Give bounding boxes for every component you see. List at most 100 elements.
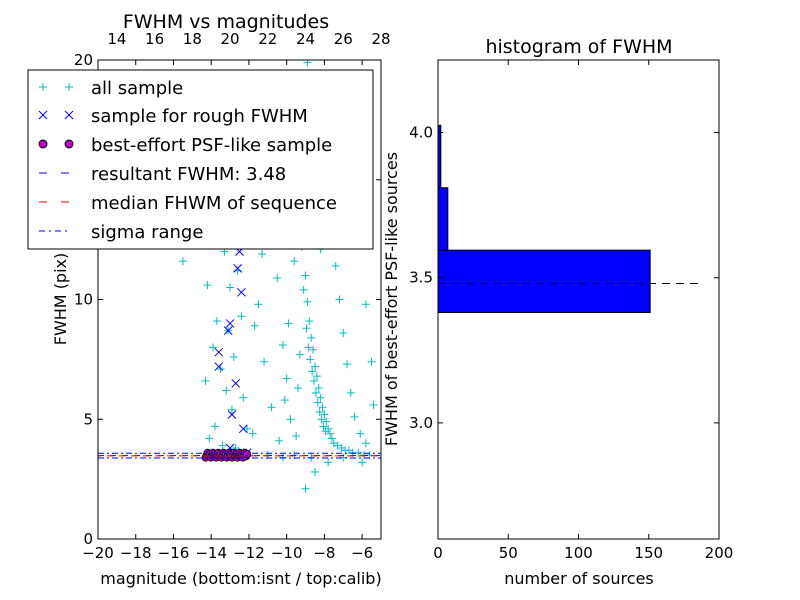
all-sample-point bbox=[309, 345, 318, 354]
left-y-tick-label: 20 bbox=[74, 51, 93, 69]
rough-sample-point bbox=[225, 319, 235, 328]
left-x-tick-label: −20 bbox=[82, 544, 114, 562]
left-x-tick-label: −8 bbox=[313, 544, 335, 562]
all-sample-point bbox=[350, 412, 359, 421]
all-sample-point bbox=[318, 403, 327, 412]
all-sample-point bbox=[292, 432, 301, 441]
all-sample-point bbox=[335, 295, 344, 304]
left-scatter-panel: FWHM vs magnitudes −20 −18 −16 −14 −12 −10 −8−… bbox=[51, 11, 391, 588]
right-axis-ticks: 0 50 100 150 200 3.0 3.5 4.0 bbox=[409, 60, 733, 562]
all-sample-point bbox=[303, 297, 312, 306]
right-histogram-panel: histogram of FWHM 0 50 100 150 2003.03.54.0 … bbox=[382, 36, 733, 588]
left-x-tick-label: −14 bbox=[195, 544, 227, 562]
all-sample-point bbox=[310, 376, 319, 385]
all-sample-point bbox=[273, 273, 282, 282]
all-sample-point bbox=[339, 329, 348, 338]
right-chart-title: histogram of FWHM bbox=[485, 36, 672, 58]
all-sample-point bbox=[212, 317, 221, 326]
legend-entry-resultant-fwhm: resultant FWHM: 3.48 bbox=[39, 164, 286, 185]
right-x-tick-label: 0 bbox=[433, 544, 443, 562]
all-sample-point bbox=[313, 398, 322, 407]
left-y-axis-label: FWHM (pix) bbox=[51, 253, 70, 346]
all-sample-point bbox=[250, 321, 259, 330]
rough-sample-point bbox=[237, 287, 246, 297]
histogram-bar bbox=[438, 124, 442, 189]
all-sample-point bbox=[327, 434, 336, 443]
left-x-tick-label: −6 bbox=[351, 544, 373, 562]
legend-marker-plus-icon bbox=[39, 83, 73, 91]
all-sample-point bbox=[314, 384, 323, 393]
legend-label-resultant-fwhm: resultant FWHM: 3.48 bbox=[91, 164, 286, 185]
all-sample-point bbox=[311, 388, 320, 397]
left-top-x-tick-label: 18 bbox=[183, 30, 202, 48]
histogram-bar bbox=[438, 187, 449, 251]
legend-entry-psf-sample: best-effort PSF-like sample bbox=[38, 135, 332, 156]
all-sample-point bbox=[305, 317, 314, 326]
all-sample-point bbox=[312, 372, 321, 381]
left-y-tick-label: 10 bbox=[74, 291, 93, 309]
legend-entry-all-sample: all sample bbox=[39, 78, 183, 99]
all-sample-point bbox=[205, 434, 214, 443]
left-top-x-tick-label: 16 bbox=[145, 30, 164, 48]
all-sample-point bbox=[316, 393, 325, 402]
all-sample-point bbox=[293, 384, 302, 393]
all-sample-point bbox=[361, 300, 370, 309]
right-plot-area bbox=[438, 124, 651, 314]
all-sample-point bbox=[367, 357, 376, 366]
all-sample-point bbox=[308, 367, 317, 376]
rough-sample-point bbox=[231, 378, 241, 388]
all-sample-point bbox=[301, 271, 310, 280]
all-sample-point bbox=[358, 458, 367, 467]
all-sample-point bbox=[201, 376, 210, 385]
right-y-axis-label: FWHM of best-effort PSF-like sources bbox=[382, 152, 401, 446]
right-x-tick-label: 100 bbox=[564, 544, 593, 562]
all-sample-point bbox=[326, 429, 335, 438]
all-sample-point bbox=[304, 343, 313, 352]
left-x-tick-label: −16 bbox=[158, 544, 190, 562]
all-sample-point bbox=[356, 429, 365, 438]
legend-entry-rough-sample: sample for rough FWHM bbox=[38, 106, 308, 127]
right-x-axis-label: number of sources bbox=[504, 569, 654, 588]
all-sample-point bbox=[361, 439, 370, 448]
all-sample-point bbox=[218, 441, 227, 450]
left-top-x-tick-label: 22 bbox=[258, 30, 277, 48]
all-sample-point bbox=[237, 312, 246, 321]
all-sample-point bbox=[239, 393, 248, 402]
rough-sample-point bbox=[214, 362, 224, 371]
all-sample-point bbox=[275, 436, 284, 445]
all-sample-point bbox=[267, 403, 276, 412]
histogram-bar bbox=[438, 249, 651, 314]
left-chart-title: FWHM vs magnitudes bbox=[123, 11, 329, 33]
all-sample-point bbox=[290, 257, 299, 266]
legend-label-sigma-range: sigma range bbox=[91, 222, 203, 243]
all-sample-point bbox=[227, 405, 236, 414]
all-sample-point bbox=[278, 341, 287, 350]
all-sample-point bbox=[282, 374, 291, 383]
right-y-tick-label: 4.0 bbox=[409, 124, 433, 142]
legend-marker-circle-icon bbox=[38, 139, 74, 149]
all-sample-point bbox=[209, 343, 218, 352]
all-sample-point bbox=[178, 257, 187, 266]
legend-label-rough-sample: sample for rough FWHM bbox=[91, 106, 308, 127]
all-sample-point bbox=[315, 408, 324, 417]
right-y-tick-label: 3.5 bbox=[409, 269, 433, 287]
left-x-tick-label: −10 bbox=[271, 544, 303, 562]
legend-label-psf-sample: best-effort PSF-like sample bbox=[91, 135, 332, 156]
left-top-x-tick-label: 20 bbox=[221, 30, 240, 48]
right-x-tick-label: 200 bbox=[705, 544, 734, 562]
all-sample-point bbox=[321, 427, 330, 436]
all-sample-point bbox=[243, 424, 252, 433]
all-sample-point bbox=[343, 360, 352, 369]
all-sample-point bbox=[317, 415, 326, 424]
all-sample-point bbox=[301, 484, 310, 493]
rough-sample-point bbox=[214, 347, 224, 357]
legend-marker-cross-icon bbox=[38, 110, 74, 120]
left-y-tick-label: 0 bbox=[83, 530, 93, 548]
left-x-tick-label: −18 bbox=[120, 544, 152, 562]
all-sample-point bbox=[260, 357, 269, 366]
rough-sample-point bbox=[223, 326, 233, 335]
all-sample-point bbox=[320, 410, 329, 419]
all-sample-point bbox=[258, 249, 267, 258]
all-sample-point bbox=[307, 333, 316, 342]
